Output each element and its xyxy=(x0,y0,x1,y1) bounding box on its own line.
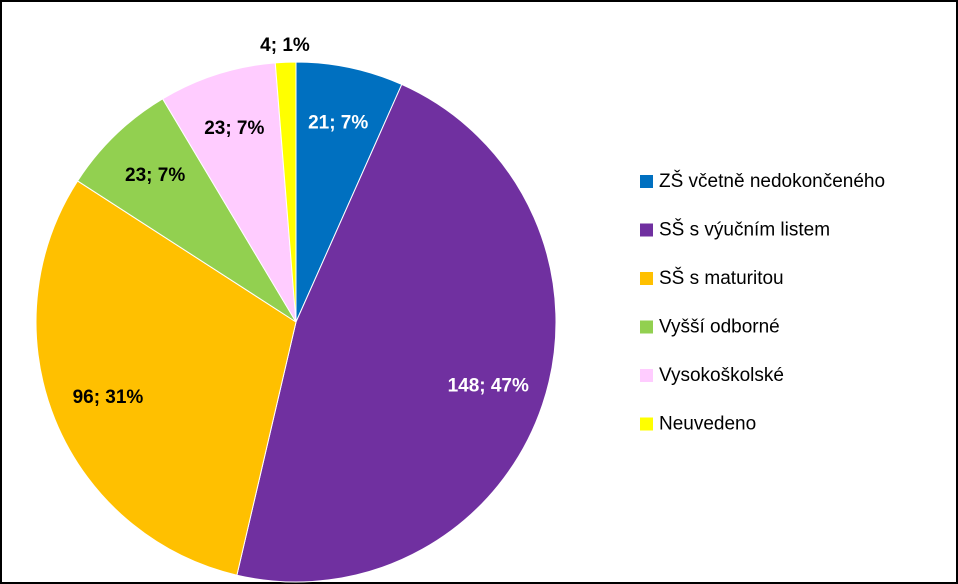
legend-swatch xyxy=(640,417,653,431)
pie-slice xyxy=(35,180,297,576)
data-label: 148; 47% xyxy=(448,376,529,397)
legend-swatch xyxy=(640,223,653,237)
pie-slice xyxy=(161,62,297,323)
legend-swatch xyxy=(640,369,653,382)
legend-swatch xyxy=(640,272,653,285)
data-label: 23; 7% xyxy=(125,165,185,186)
data-label: 4; 1% xyxy=(260,35,310,56)
legend-label: Vysokoškolské xyxy=(659,365,784,386)
legend-label: Vyšší odborné xyxy=(659,317,780,338)
pie-slice xyxy=(76,98,297,323)
data-label: 21; 7% xyxy=(308,113,368,134)
pie-slice xyxy=(295,61,403,323)
legend-label: Neuvedeno xyxy=(659,414,756,435)
pie-slice xyxy=(236,83,557,583)
data-label: 23; 7% xyxy=(204,118,264,139)
legend-swatch xyxy=(640,175,653,188)
legend-label: ZŠ včetně nedokončeného xyxy=(659,170,885,192)
legend-label: SŠ s maturitou xyxy=(659,267,784,289)
data-label: 96; 31% xyxy=(73,387,144,408)
legend-label: SŠ s výučním listem xyxy=(659,219,830,241)
legend-swatch xyxy=(640,320,653,334)
pie-slice xyxy=(274,61,297,323)
